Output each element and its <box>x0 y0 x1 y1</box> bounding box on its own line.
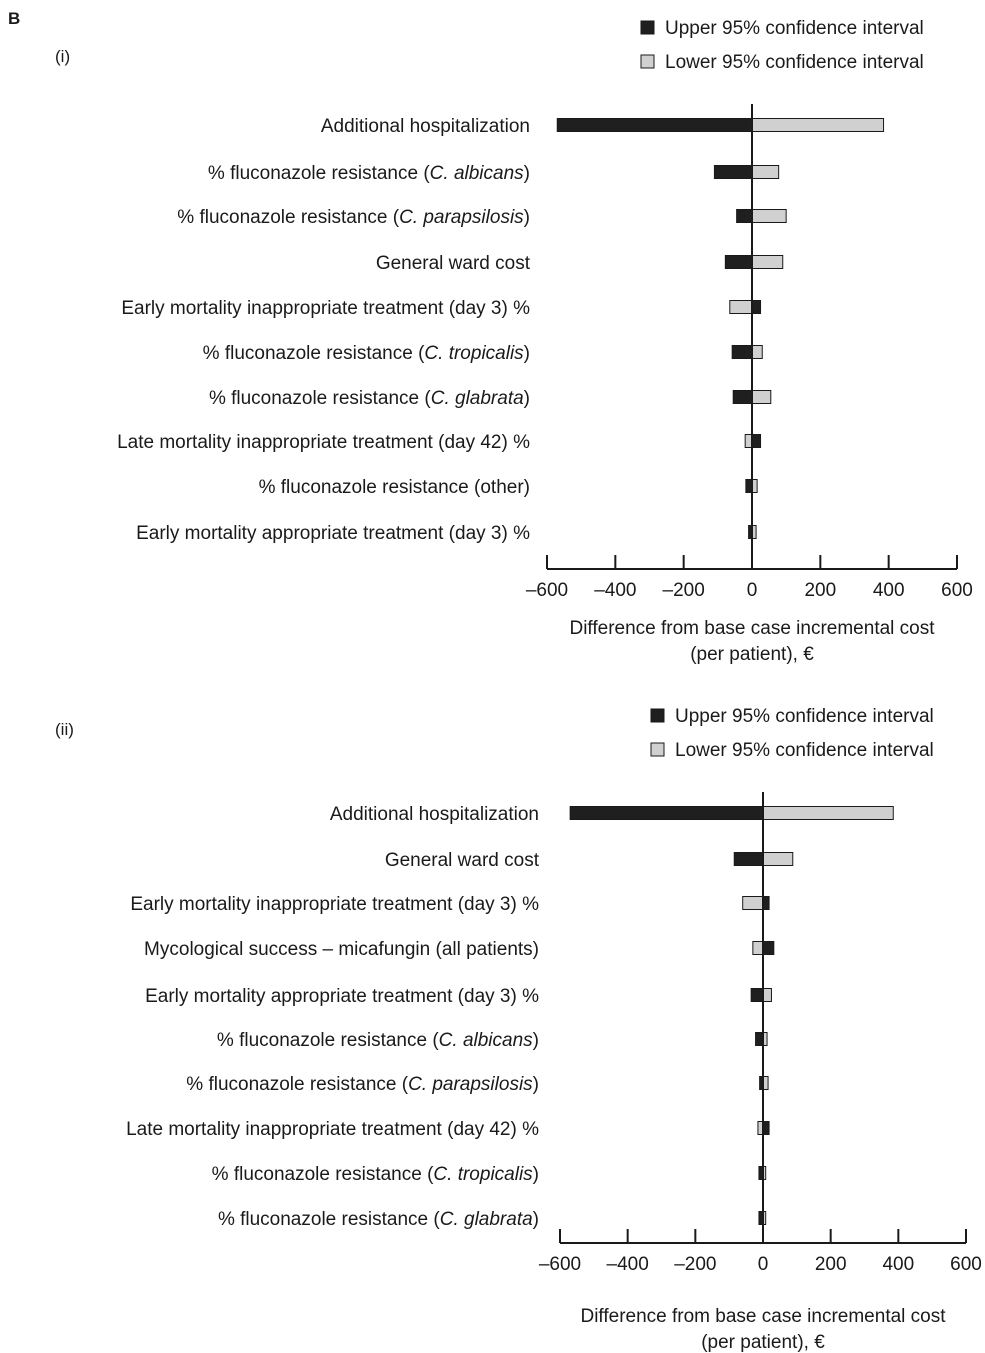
bar-lower-ci <box>751 345 763 359</box>
x-tick-label: –400 <box>607 1254 649 1275</box>
legend-swatch-lower <box>650 742 665 757</box>
bar-upper-ci <box>751 434 762 448</box>
category-label: % fluconazole resistance (C. tropicalis) <box>203 343 530 364</box>
category-label: % fluconazole resistance (C. parapsilosi… <box>177 207 530 228</box>
category-label: % fluconazole resistance (C. glabrata) <box>209 388 530 409</box>
bar-upper-ci <box>736 209 753 223</box>
chart-panel-ii: (ii) Upper 95% confidence interval Lower 9… <box>55 706 982 1353</box>
x-axis-title: Difference from base case incremental co… <box>580 1306 946 1327</box>
bar-upper-ci <box>762 941 775 955</box>
x-tick-label: –200 <box>674 1254 716 1275</box>
category-label: Early mortality inappropriate treatment … <box>121 298 530 319</box>
bar-upper-ci <box>731 345 753 359</box>
x-tick-label: 400 <box>873 580 905 601</box>
category-label: % fluconazole resistance (C. albicans) <box>217 1030 539 1051</box>
x-tick-label: 400 <box>882 1254 914 1275</box>
legend-label-upper: Upper 95% confidence interval <box>675 706 934 727</box>
legend-swatch-upper <box>650 708 665 723</box>
chart-panel-i: (i) Upper 95% confidence interval Lower 95… <box>55 18 973 665</box>
category-label: Early mortality inappropriate treatment … <box>130 894 539 915</box>
category-label: General ward cost <box>376 253 531 274</box>
x-tick-label: 600 <box>950 1254 982 1275</box>
x-tick-label: –600 <box>539 1254 581 1275</box>
category-label: Late mortality inappropriate treatment (… <box>126 1119 539 1140</box>
bar-upper-ci <box>713 165 753 179</box>
x-tick-label: 0 <box>758 1254 769 1275</box>
bar-lower-ci <box>744 434 753 448</box>
x-axis-title: (per patient), € <box>690 644 814 665</box>
bar-upper-ci <box>751 300 762 314</box>
bar-lower-ci <box>752 941 764 955</box>
category-label: % fluconazole resistance (C. parapsilosi… <box>186 1074 539 1095</box>
bar-upper-ci <box>755 1032 764 1046</box>
bar-lower-ci <box>762 852 794 866</box>
bar-upper-ci <box>569 806 764 820</box>
figure-label: B <box>8 9 20 28</box>
bar-upper-ci <box>556 118 753 132</box>
bar-lower-ci <box>751 209 787 223</box>
legend-label-lower: Lower 95% confidence interval <box>675 740 934 761</box>
x-tick-label: –600 <box>526 580 568 601</box>
category-label: Mycological success – micafungin (all pa… <box>144 939 539 960</box>
x-tick-label: 600 <box>941 580 973 601</box>
bar-upper-ci <box>733 852 764 866</box>
legend-swatch-lower <box>640 54 655 69</box>
x-axis-title: (per patient), € <box>701 1332 825 1353</box>
x-tick-label: 200 <box>815 1254 847 1275</box>
bar-lower-ci <box>742 896 764 910</box>
panel-number: (i) <box>55 47 70 66</box>
category-label: Late mortality inappropriate treatment (… <box>117 432 530 453</box>
category-label: Additional hospitalization <box>330 804 539 825</box>
panel-number: (ii) <box>55 720 74 739</box>
x-tick-label: –400 <box>594 580 636 601</box>
category-label: General ward cost <box>385 850 540 871</box>
bar-lower-ci <box>762 806 894 820</box>
category-label: % fluconazole resistance (C. tropicalis) <box>212 1164 539 1185</box>
bar-upper-ci <box>724 255 753 269</box>
bar-lower-ci <box>751 390 772 404</box>
bar-lower-ci <box>751 118 885 132</box>
x-tick-label: 200 <box>804 580 836 601</box>
x-tick-label: –200 <box>663 580 705 601</box>
legend-swatch-upper <box>640 20 655 35</box>
bar-upper-ci <box>732 390 753 404</box>
x-tick-label: 0 <box>747 580 758 601</box>
category-label: % fluconazole resistance (C. albicans) <box>208 163 530 184</box>
x-axis-title: Difference from base case incremental co… <box>569 618 935 639</box>
bar-lower-ci <box>751 255 784 269</box>
legend-label-lower: Lower 95% confidence interval <box>665 52 924 73</box>
bar-lower-ci <box>762 988 772 1002</box>
category-label: % fluconazole resistance (C. glabrata) <box>218 1209 539 1230</box>
legend-label-upper: Upper 95% confidence interval <box>665 18 924 39</box>
category-label: % fluconazole resistance (other) <box>259 477 530 498</box>
category-label: Additional hospitalization <box>321 116 530 137</box>
bar-upper-ci <box>750 988 764 1002</box>
bar-lower-ci <box>751 165 780 179</box>
category-label: Early mortality appropriate treatment (d… <box>136 523 530 544</box>
category-label: Early mortality appropriate treatment (d… <box>145 986 539 1007</box>
bar-lower-ci <box>729 300 753 314</box>
